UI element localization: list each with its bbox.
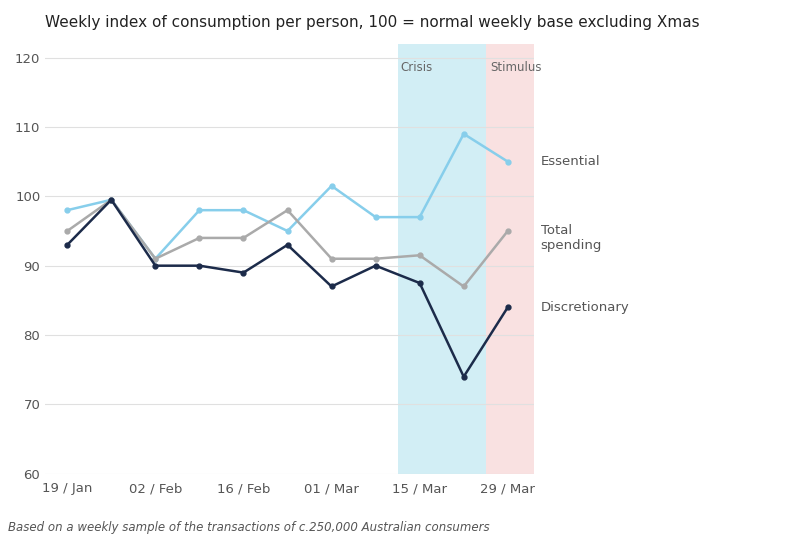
Text: Discretionary: Discretionary [541,301,629,314]
Text: Weekly index of consumption per person, 100 = normal weekly base excluding Xmas: Weekly index of consumption per person, … [45,15,700,30]
Text: Crisis: Crisis [401,61,433,74]
Text: Stimulus: Stimulus [490,61,541,74]
Bar [486,43,534,474]
Text: Total
spending: Total spending [541,224,602,252]
Text: Essential: Essential [541,155,600,168]
Text: Based on a weekly sample of the transactions of c.250,000 Australian consumers: Based on a weekly sample of the transact… [8,521,490,534]
Bar [398,43,486,474]
